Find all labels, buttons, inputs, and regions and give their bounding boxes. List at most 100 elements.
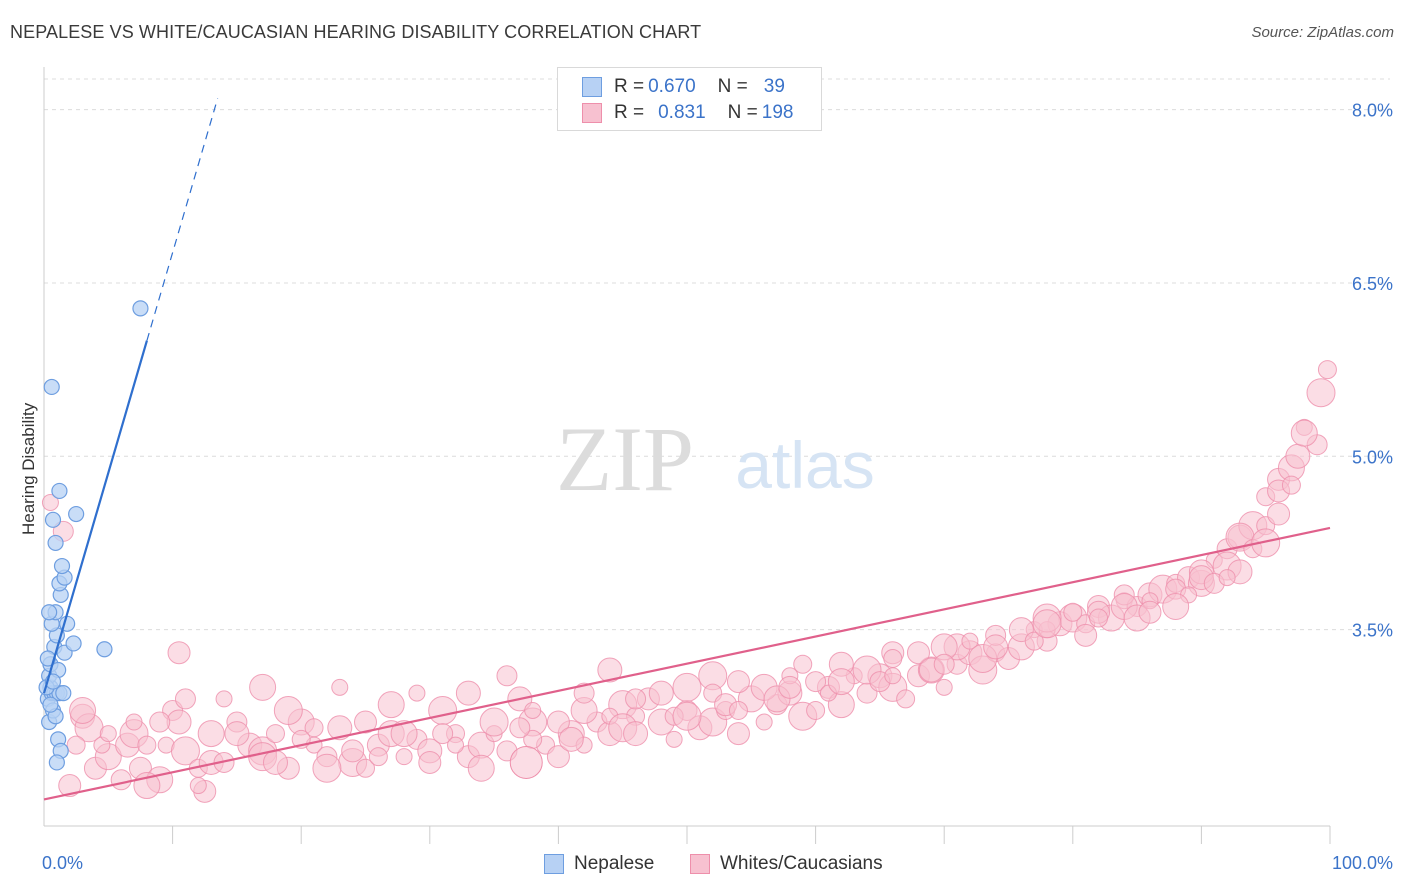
y-tick-label: 8.0% [1352, 101, 1393, 121]
legend-n-label: N = [727, 102, 758, 123]
point-white [327, 715, 353, 741]
point-white [597, 657, 623, 683]
point-white [368, 747, 388, 767]
point-white [935, 678, 953, 696]
point-white [648, 680, 674, 706]
legend-r-value-whites: 0.831 [658, 102, 706, 123]
point-nepalese [39, 650, 56, 667]
point-nepalese [47, 534, 64, 552]
point-white [778, 675, 802, 699]
point-white [390, 720, 418, 748]
point-nepalese [68, 505, 85, 523]
point-white [265, 724, 285, 744]
point-white [546, 745, 570, 769]
point-white [1306, 378, 1336, 408]
point-white [149, 711, 171, 733]
source-label: Source: ZipAtlas.com [1251, 24, 1394, 41]
point-white [467, 754, 495, 782]
point-white [793, 654, 813, 674]
point-white [1024, 631, 1044, 651]
legend-r-label: R = [614, 102, 645, 123]
point-white [728, 700, 748, 720]
bottom-legend-label-nepalese: Nepalese [574, 853, 655, 874]
legend-swatch-nepalese [582, 77, 602, 97]
point-white [1089, 608, 1109, 628]
point-white [573, 682, 595, 704]
point-white [166, 709, 192, 735]
point-white [249, 673, 277, 701]
point-white [215, 690, 233, 708]
point-nepalese [55, 685, 72, 702]
point-white [262, 749, 288, 775]
chart-title: NEPALESE VS WHITE/CAUCASIAN HEARING DISA… [10, 22, 702, 42]
point-white [395, 748, 413, 766]
point-white [356, 758, 375, 778]
point-white [377, 691, 405, 719]
bottom-legend-label-whites: Whites/Caucasians [720, 853, 883, 874]
x-tick-label-min: 0.0% [42, 853, 83, 873]
y-tick-label: 5.0% [1352, 447, 1393, 467]
point-white [170, 736, 200, 766]
watermark-zip: ZIP [556, 408, 694, 510]
point-white [672, 672, 702, 702]
point-white [341, 739, 365, 763]
point-white [906, 641, 930, 665]
point-white [224, 721, 250, 747]
point-nepalese [48, 754, 65, 771]
grid-lines [44, 78, 1390, 631]
point-white [1251, 528, 1281, 558]
point-white [1317, 360, 1337, 380]
point-white [827, 668, 855, 696]
point-white [331, 678, 349, 696]
point-white [1074, 623, 1098, 647]
point-white [1218, 569, 1236, 587]
correlation-legend: R = 0.670 N = 39 R = 0.831 N = 198 [557, 67, 822, 131]
point-white [304, 718, 324, 738]
y-tick-label: 6.5% [1352, 274, 1393, 294]
tick-labels: 3.5% 5.0% 6.5% 8.0% 0.0% 100.0% [42, 101, 1393, 873]
point-white [625, 688, 647, 710]
legend-row-whites: R = 0.831 N = 198 [582, 101, 793, 125]
point-white [509, 717, 531, 739]
point-nepalese [51, 482, 68, 500]
legend-r-label: R = [614, 76, 645, 97]
point-white [1281, 475, 1301, 495]
point-white [755, 713, 773, 731]
point-white [479, 707, 509, 737]
point-white [961, 632, 979, 650]
point-white [883, 648, 903, 668]
point-white [1290, 419, 1318, 447]
watermark: ZIP atlas [556, 408, 875, 510]
point-white [672, 701, 702, 731]
point-white [496, 665, 518, 687]
trend-line-nepalese-extension [146, 98, 219, 341]
point-white [167, 641, 191, 665]
series-nepalese [38, 300, 149, 771]
legend-n-value-whites: 198 [761, 102, 794, 123]
y-tick-label: 3.5% [1352, 621, 1393, 641]
point-white [99, 725, 117, 743]
point-white [896, 689, 916, 709]
point-white [1138, 600, 1162, 624]
point-white [110, 769, 132, 791]
point-white [1162, 592, 1190, 620]
point-white [197, 720, 225, 748]
point-white [509, 745, 543, 779]
point-white [546, 710, 570, 734]
series-whites-caucasians [41, 360, 1337, 803]
trend-lines [42, 98, 1331, 801]
legend-n-label: N = [717, 76, 748, 97]
point-white [1285, 443, 1311, 469]
point-white [428, 695, 458, 725]
point-white [69, 696, 97, 724]
bottom-legend-nepalese: Nepalese [544, 851, 654, 877]
bottom-legend-whites: Whites/Caucasians [690, 851, 883, 877]
legend-n-value-nepalese: 39 [763, 76, 785, 97]
point-white [41, 493, 59, 511]
point-white [983, 634, 1009, 660]
point-white [418, 750, 442, 774]
point-white [312, 753, 342, 783]
point-white [726, 722, 750, 746]
point-white [189, 777, 207, 795]
